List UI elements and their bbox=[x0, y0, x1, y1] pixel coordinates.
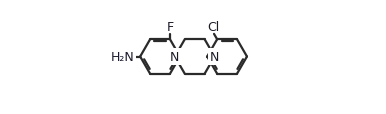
Text: N: N bbox=[210, 51, 219, 63]
Text: N: N bbox=[170, 51, 179, 63]
Text: F: F bbox=[166, 21, 174, 34]
Text: Cl: Cl bbox=[207, 21, 220, 34]
Text: H₂N: H₂N bbox=[111, 51, 134, 63]
